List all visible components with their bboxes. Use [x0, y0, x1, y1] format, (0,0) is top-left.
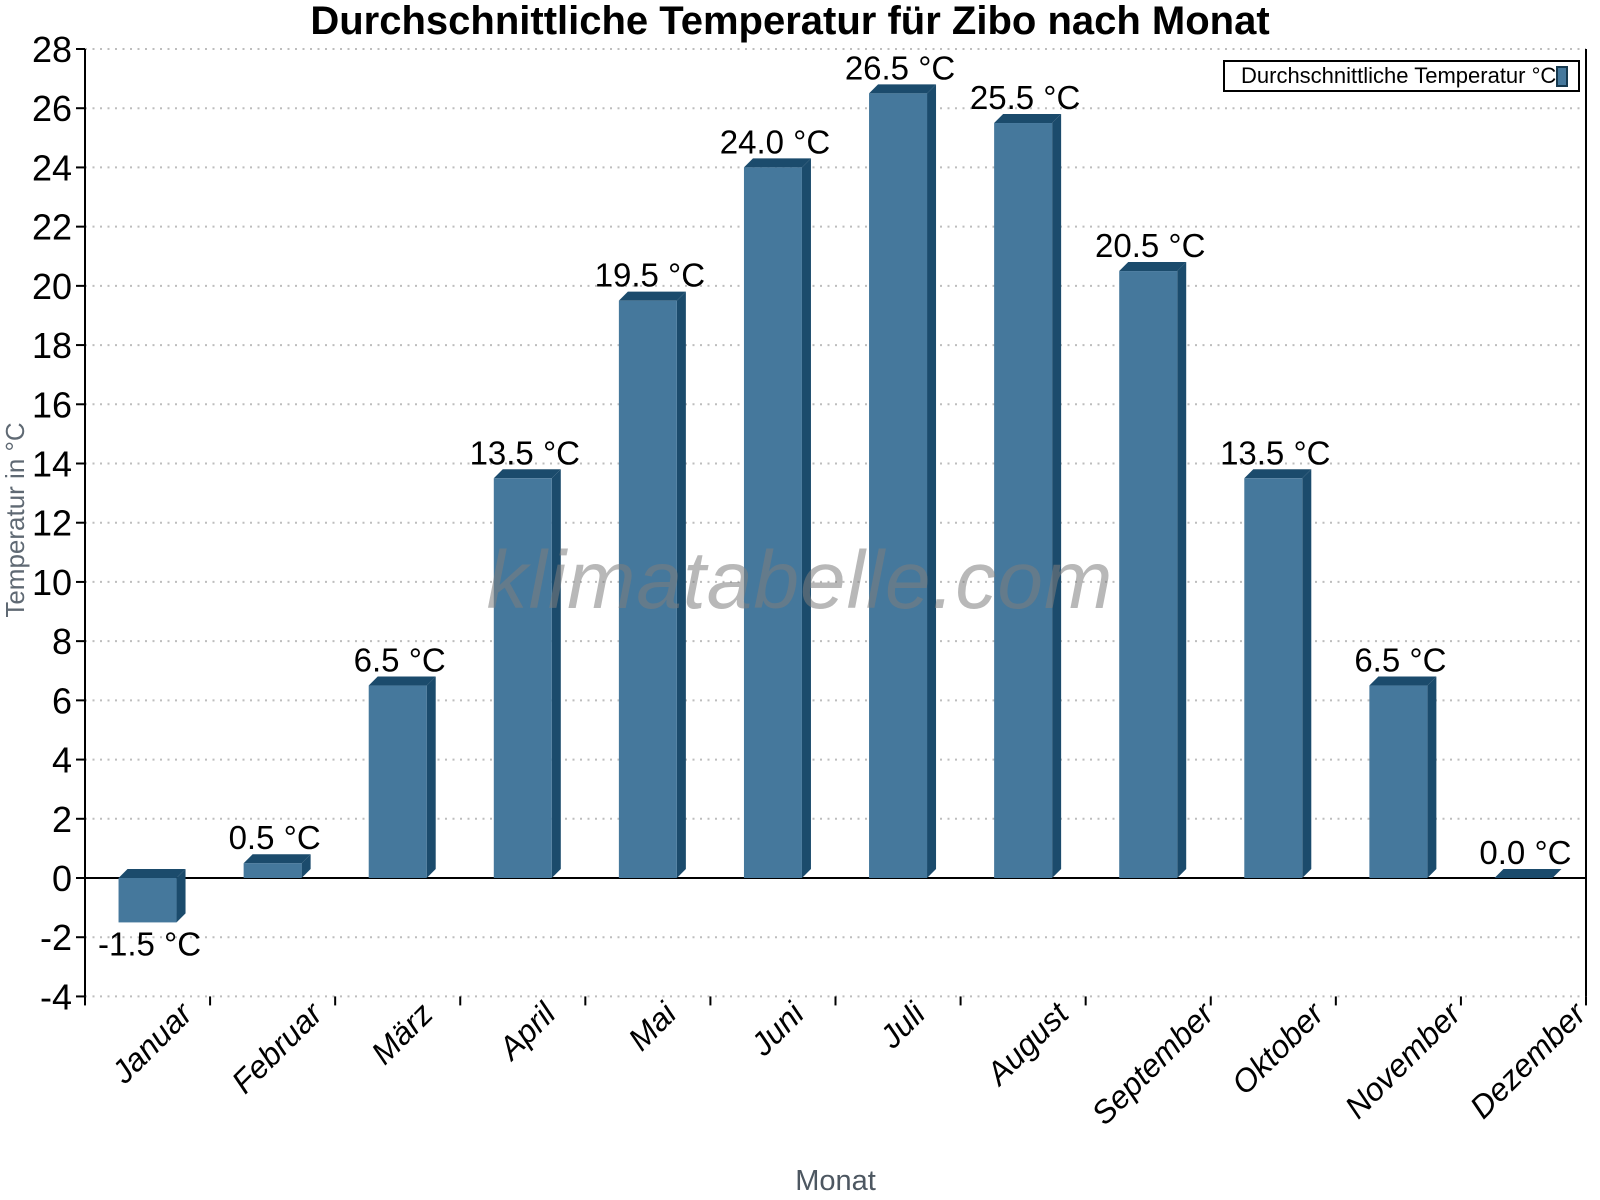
- bar-top-april: [493, 469, 561, 479]
- bar-top-oktober: [1244, 469, 1312, 479]
- month-label-juni: Juni: [743, 995, 811, 1063]
- y-tick-label: 8: [52, 621, 72, 662]
- bar-side-juni: [801, 158, 811, 878]
- y-tick-label: 28: [32, 29, 72, 70]
- bar-januar: [118, 878, 177, 923]
- bar-top-november: [1369, 676, 1437, 686]
- bar-side-februar: [301, 854, 311, 878]
- legend-swatch-icon: [1556, 65, 1568, 87]
- value-label-dezember: 0.0 °C: [1479, 834, 1571, 871]
- bar-mai: [618, 300, 677, 878]
- y-tick-label: 22: [32, 207, 72, 248]
- value-label-november: 6.5 °C: [1354, 642, 1446, 679]
- month-label-januar: Januar: [104, 995, 200, 1091]
- value-label-april: 13.5 °C: [470, 434, 580, 471]
- value-label-juni: 24.0 °C: [720, 123, 830, 160]
- value-label-august: 25.5 °C: [970, 79, 1080, 116]
- month-label-oktober: Oktober: [1225, 995, 1332, 1102]
- value-label-januar: -1.5 °C: [98, 925, 201, 962]
- bar-top-mrz: [368, 676, 436, 686]
- y-tick-label: 26: [32, 88, 72, 129]
- month-label-november: November: [1338, 995, 1469, 1126]
- value-label-februar: 0.5 °C: [229, 819, 321, 856]
- value-label-mrz: 6.5 °C: [354, 642, 446, 679]
- bar-top-juni: [743, 158, 811, 168]
- bar-top-mai: [618, 291, 686, 301]
- y-tick-label: 12: [32, 503, 72, 544]
- value-label-september: 20.5 °C: [1095, 227, 1205, 264]
- bar-side-juli: [927, 84, 937, 879]
- bar-top-januar: [118, 869, 186, 878]
- bar-side-september: [1177, 262, 1187, 878]
- month-label-dezember: Dezember: [1463, 995, 1594, 1126]
- y-tick-label: 20: [32, 266, 72, 307]
- x-axis-title: Monat: [795, 1165, 876, 1197]
- month-label-september: September: [1084, 995, 1221, 1132]
- value-label-mai: 19.5 °C: [595, 257, 705, 294]
- bar-side-mai: [676, 291, 686, 878]
- bar-side-november: [1427, 676, 1437, 878]
- y-tick-label: 4: [52, 740, 72, 781]
- y-tick-label: 6: [52, 680, 72, 721]
- month-label-mrz: März: [364, 995, 440, 1071]
- month-label-august: August: [978, 995, 1076, 1093]
- y-tick-label: -2: [40, 917, 72, 958]
- month-label-februar: Februar: [225, 995, 331, 1101]
- y-tick-label: 14: [32, 444, 72, 485]
- bar-side-august: [1052, 114, 1062, 878]
- chart-title: Durchschnittliche Temperatur für Zibo na…: [310, 0, 1270, 43]
- bar-august: [994, 123, 1053, 878]
- bar-side-april: [551, 469, 561, 878]
- y-tick-label: 0: [52, 858, 72, 899]
- bar-side-januar: [176, 869, 186, 923]
- bar-top-dezember: [1494, 869, 1562, 878]
- bar-oktober: [1244, 478, 1303, 878]
- bar-top-februar: [243, 854, 311, 864]
- y-tick-label: -4: [40, 976, 72, 1017]
- bar-side-oktober: [1302, 469, 1312, 878]
- month-label-mai: Mai: [621, 995, 684, 1058]
- y-axis-title: Temperatur in °C: [0, 422, 30, 617]
- legend-label: Durchschnittliche Temperatur °C: [1241, 63, 1557, 88]
- month-label-juli: Juli: [872, 995, 933, 1056]
- y-tick-label: 24: [32, 147, 72, 188]
- bar-top-september: [1119, 262, 1187, 272]
- legend: Durchschnittliche Temperatur °C: [1223, 60, 1580, 92]
- bar-juni: [743, 167, 802, 878]
- y-tick-label: 16: [32, 384, 72, 425]
- bar-side-mrz: [426, 676, 436, 878]
- y-tick-label: 10: [32, 562, 72, 603]
- bar-april: [493, 478, 552, 878]
- bar-november: [1369, 685, 1428, 878]
- month-label-april: April: [490, 995, 563, 1068]
- bar-september: [1119, 271, 1178, 878]
- y-tick-label: 2: [52, 799, 72, 840]
- bar-mrz: [368, 685, 427, 878]
- y-tick-label: 18: [32, 325, 72, 366]
- watermark: klimatabelle.com: [486, 535, 1114, 627]
- value-label-juli: 26.5 °C: [845, 49, 955, 86]
- value-label-oktober: 13.5 °C: [1220, 434, 1330, 471]
- bar-top-juli: [869, 84, 937, 94]
- bar-juli: [869, 93, 928, 879]
- bar-februar: [243, 863, 302, 878]
- bar-top-august: [994, 114, 1062, 124]
